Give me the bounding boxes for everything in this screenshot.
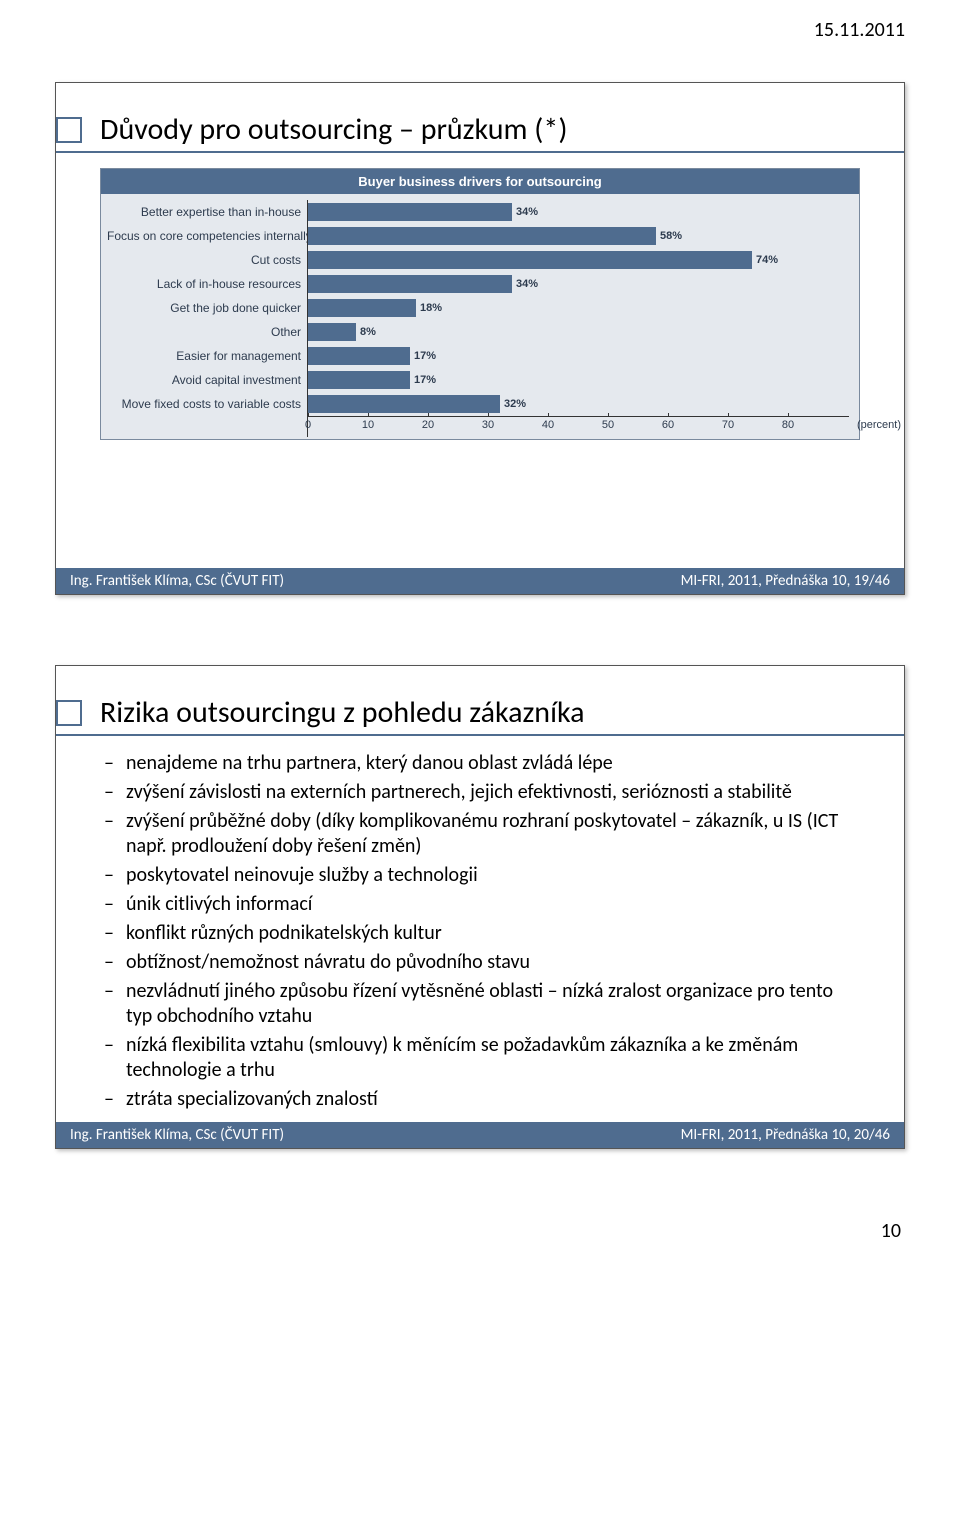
- chart-bar: [308, 251, 752, 269]
- chart-x-tick: 80: [782, 419, 794, 431]
- slide1-title: Důvody pro outsourcing – průzkum (*): [100, 111, 860, 148]
- list-item-text: nízká flexibilita vztahu (smlouvy) k měn…: [126, 1033, 860, 1083]
- chart-y-labels: Better expertise than in-houseFocus on c…: [107, 200, 307, 437]
- chart-row-label: Better expertise than in-house: [107, 200, 307, 224]
- bullet-dash-icon: –: [100, 921, 126, 946]
- list-item-text: zvýšení průběžné doby (díky komplikované…: [126, 809, 860, 859]
- slide-1: Důvody pro outsourcing – průzkum (*) Buy…: [55, 82, 905, 595]
- chart-bar-value: 74%: [752, 251, 778, 269]
- chart-bar-value: 18%: [416, 299, 442, 317]
- list-item-text: nenajdeme na trhu partnera, který danou …: [126, 751, 860, 776]
- chart-row: 34%: [308, 200, 849, 224]
- list-item: –nezvládnutí jiného způsobu řízení vytěs…: [100, 979, 860, 1029]
- bullet-dash-icon: –: [100, 863, 126, 888]
- list-item: –nenajdeme na trhu partnera, který danou…: [100, 751, 860, 776]
- slide2-footer: Ing. František Klíma, CSc (ČVUT FIT) MI-…: [56, 1122, 904, 1148]
- chart-x-tick: 10: [362, 419, 374, 431]
- list-item-text: nezvládnutí jiného způsobu řízení vytěsn…: [126, 979, 860, 1029]
- chart-row-label: Lack of in-house resources: [107, 272, 307, 296]
- bullet-dash-icon: –: [100, 979, 126, 1029]
- bullet-dash-icon: –: [100, 751, 126, 776]
- list-item: –únik citlivých informací: [100, 892, 860, 917]
- title-accent-icon: [56, 117, 82, 143]
- header-date: 15.11.2011: [55, 18, 905, 42]
- list-item-text: poskytovatel neinovuje služby a technolo…: [126, 863, 860, 888]
- chart-bar: [308, 323, 356, 341]
- title-underline: [56, 151, 904, 153]
- chart-x-unit: (percent): [857, 419, 901, 431]
- list-item-text: ztráta specializovaných znalostí: [126, 1087, 860, 1112]
- chart-bar-value: 34%: [512, 275, 538, 293]
- chart-bar: [308, 395, 500, 413]
- list-item: –konflikt různých podnikatelských kultur: [100, 921, 860, 946]
- chart-bar: [308, 347, 410, 365]
- chart-x-axis: 01020304050607080(percent): [308, 416, 849, 437]
- chart-row: 8%: [308, 320, 849, 344]
- chart-bar: [308, 275, 512, 293]
- bullet-dash-icon: –: [100, 892, 126, 917]
- chart-bar-value: 32%: [500, 395, 526, 413]
- list-item-text: zvýšení závislosti na externích partnere…: [126, 780, 860, 805]
- page: 15.11.2011 Důvody pro outsourcing – průz…: [0, 0, 960, 1273]
- chart-row-label: Move fixed costs to variable costs: [107, 392, 307, 416]
- chart-row-label: Cut costs: [107, 248, 307, 272]
- list-item: –nízká flexibilita vztahu (smlouvy) k mě…: [100, 1033, 860, 1083]
- chart-bar-value: 58%: [656, 227, 682, 245]
- chart-bar: [308, 203, 512, 221]
- chart-row: 18%: [308, 296, 849, 320]
- chart-row-label: Avoid capital investment: [107, 368, 307, 392]
- chart-bar: [308, 371, 410, 389]
- list-item: –zvýšení závislosti na externích partner…: [100, 780, 860, 805]
- bullet-dash-icon: –: [100, 950, 126, 975]
- slide-2: Rizika outsourcingu z pohledu zákazníka …: [55, 665, 905, 1149]
- bullet-dash-icon: –: [100, 780, 126, 805]
- chart-x-tick: 20: [422, 419, 434, 431]
- list-item-text: únik citlivých informací: [126, 892, 860, 917]
- footer-left: Ing. František Klíma, CSc (ČVUT FIT): [70, 1126, 284, 1144]
- footer-right: MI-FRI, 2011, Přednáška 10, 20/46: [681, 1126, 890, 1144]
- chart-x-tick: 70: [722, 419, 734, 431]
- chart-row: 32%: [308, 392, 849, 416]
- title-accent-icon: [56, 700, 82, 726]
- chart-bar: [308, 227, 656, 245]
- chart-x-tick: 60: [662, 419, 674, 431]
- bullet-list: –nenajdeme na trhu partnera, který danou…: [100, 751, 860, 1112]
- chart-x-tick: 0: [305, 419, 311, 431]
- list-item: –zvýšení průběžné doby (díky komplikovan…: [100, 809, 860, 859]
- chart-plot-area: 34% 58% 74% 34% 18% 8% 17% 17% 32% 0 10 20 30 40 50 60 7…: [307, 200, 849, 437]
- chart-bar-value: 17%: [410, 347, 436, 365]
- list-item-text: konflikt různých podnikatelských kultur: [126, 921, 860, 946]
- footer-right: MI-FRI, 2011, Přednáška 10, 19/46: [681, 572, 890, 590]
- bullet-dash-icon: –: [100, 1087, 126, 1112]
- chart-row: 17%: [308, 368, 849, 392]
- chart-x-tick: 50: [602, 419, 614, 431]
- chart-row: 17%: [308, 344, 849, 368]
- list-item: –poskytovatel neinovuje služby a technol…: [100, 863, 860, 888]
- chart-bar-value: 34%: [512, 203, 538, 221]
- chart-row: 58%: [308, 224, 849, 248]
- chart-x-tick: 40: [542, 419, 554, 431]
- chart-bar-value: 8%: [356, 323, 376, 341]
- bullet-dash-icon: –: [100, 809, 126, 859]
- slide2-title: Rizika outsourcingu z pohledu zákazníka: [100, 694, 860, 731]
- list-item-text: obtížnost/nemožnost návratu do původního…: [126, 950, 860, 975]
- chart-container: Buyer business drivers for outsourcing B…: [100, 168, 860, 440]
- list-item: –ztráta specializovaných znalostí: [100, 1087, 860, 1112]
- chart-row: 74%: [308, 248, 849, 272]
- list-item: –obtížnost/nemožnost návratu do původníh…: [100, 950, 860, 975]
- chart-bar: [308, 299, 416, 317]
- chart-row-label: Get the job done quicker: [107, 296, 307, 320]
- footer-left: Ing. František Klíma, CSc (ČVUT FIT): [70, 572, 284, 590]
- slide1-footer: Ing. František Klíma, CSc (ČVUT FIT) MI-…: [56, 568, 904, 594]
- title-underline: [56, 734, 904, 736]
- chart-title: Buyer business drivers for outsourcing: [101, 169, 859, 194]
- page-number: 10: [55, 1219, 905, 1243]
- chart-row: 34%: [308, 272, 849, 296]
- chart-row-label: Easier for management: [107, 344, 307, 368]
- bullet-dash-icon: –: [100, 1033, 126, 1083]
- chart-row-label: Other: [107, 320, 307, 344]
- chart-row-label: Focus on core competencies internally: [107, 224, 307, 248]
- chart-bar-value: 17%: [410, 371, 436, 389]
- chart-x-tick: 30: [482, 419, 494, 431]
